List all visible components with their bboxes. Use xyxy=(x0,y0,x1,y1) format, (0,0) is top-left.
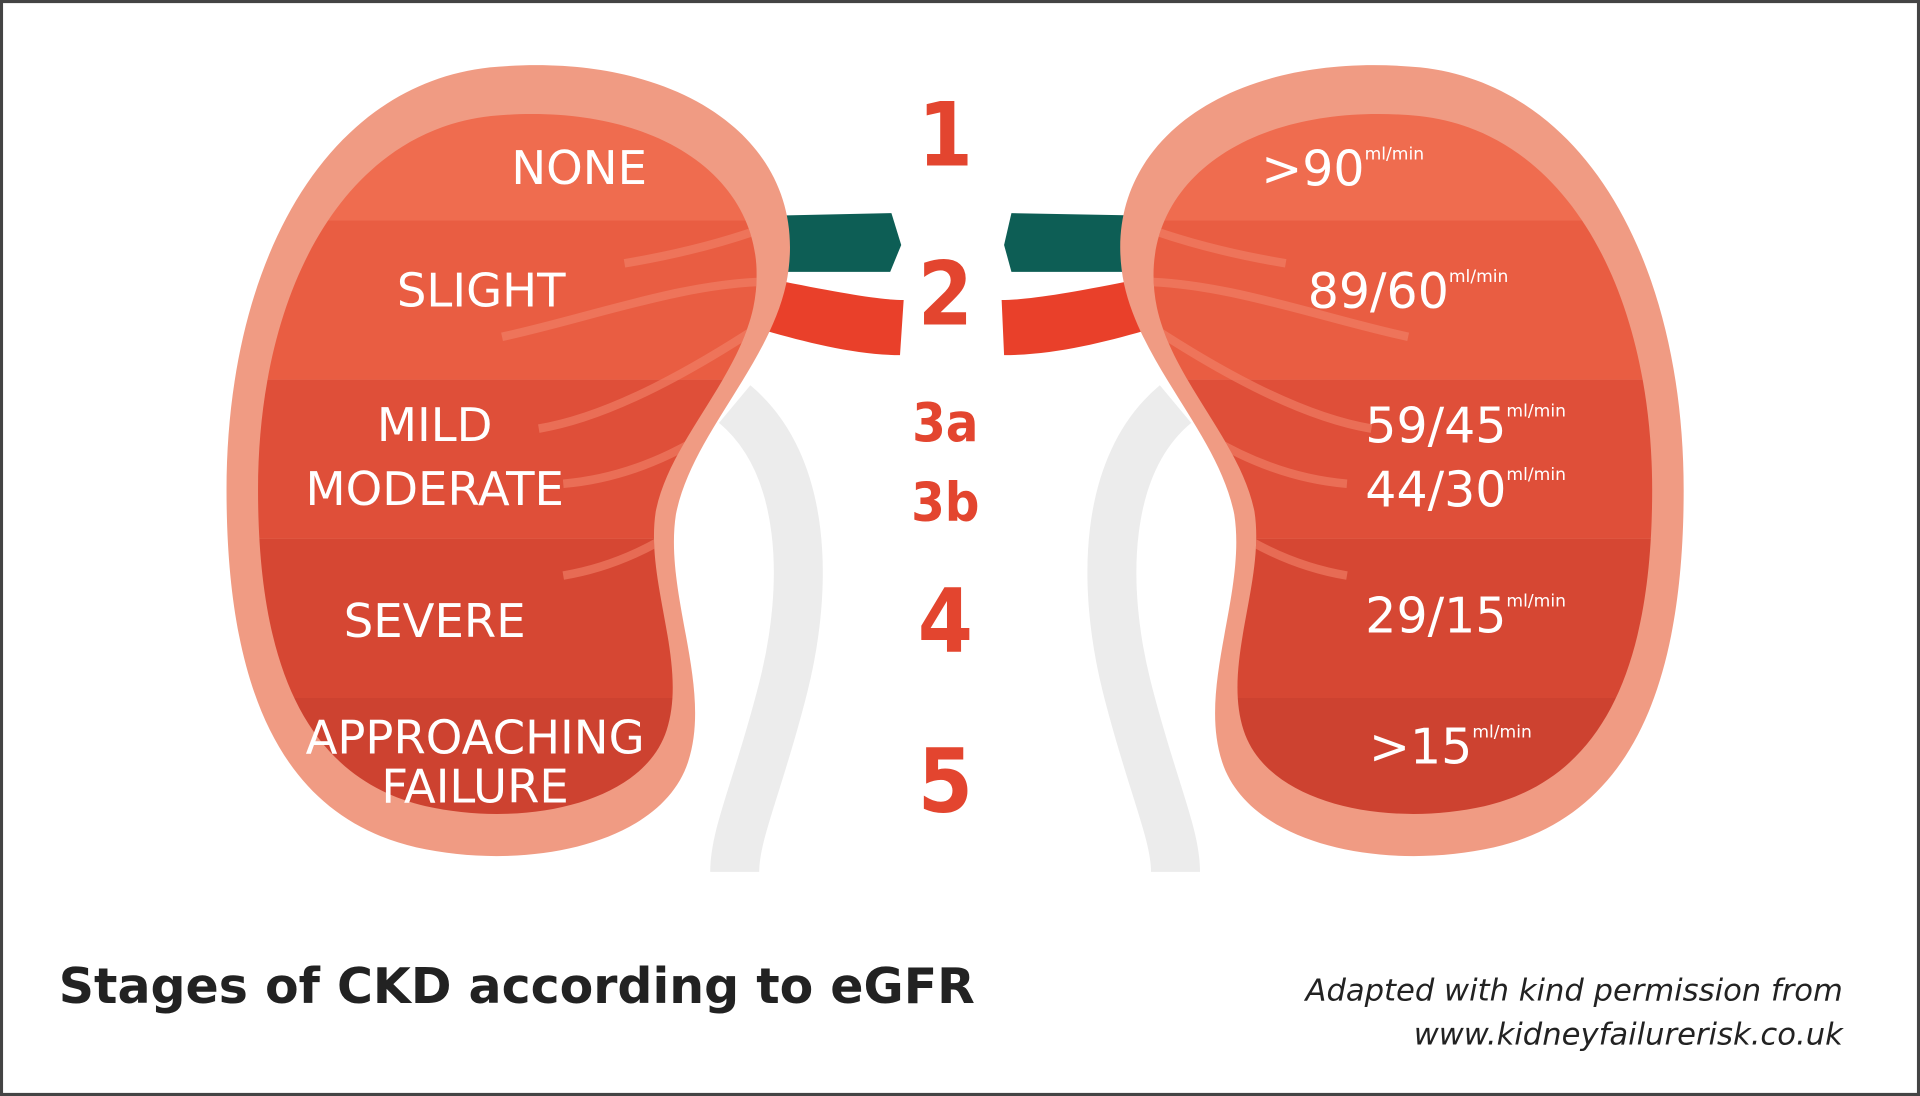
egfr-number: 89/60 xyxy=(1308,262,1449,319)
egfr-value: 89/60ml/min xyxy=(1308,262,1509,319)
egfr-number: 44/30 xyxy=(1365,461,1506,518)
stage-label: SEVERE xyxy=(344,594,526,648)
egfr-value: 29/15ml/min xyxy=(1365,587,1566,644)
egfr-unit: ml/min xyxy=(1449,267,1509,287)
credit-line: Adapted with kind permission from xyxy=(1304,973,1843,1008)
vessels xyxy=(765,213,1145,356)
stage-number: 1 xyxy=(918,83,973,186)
stage-label: SLIGHT xyxy=(397,263,566,317)
egfr-unit: ml/min xyxy=(1506,591,1566,611)
egfr-value: 44/30ml/min xyxy=(1365,461,1566,518)
stage-label: MODERATE xyxy=(305,462,563,516)
stage-label: FAILURE xyxy=(381,759,568,813)
stage-label: MILD xyxy=(377,398,493,452)
egfr-number: >90 xyxy=(1261,140,1364,197)
stage-number: 5 xyxy=(918,730,973,833)
egfr-unit: ml/min xyxy=(1472,722,1532,742)
stage-label: APPROACHING xyxy=(306,710,645,764)
egfr-number: >15 xyxy=(1369,718,1472,775)
stage-number: 2 xyxy=(918,242,973,345)
egfr-value: >15ml/min xyxy=(1369,718,1532,775)
ureters xyxy=(710,385,1200,873)
egfr-unit: ml/min xyxy=(1365,144,1425,164)
egfr-number: 59/45 xyxy=(1365,397,1506,454)
egfr-value: >90ml/min xyxy=(1261,140,1424,197)
egfr-unit: ml/min xyxy=(1506,401,1566,421)
stage-number: 3a xyxy=(912,391,978,454)
stage-number: 3b xyxy=(911,470,979,533)
egfr-value: 59/45ml/min xyxy=(1365,397,1566,454)
title: Stages of CKD according to eGFR xyxy=(59,958,975,1015)
egfr-unit: ml/min xyxy=(1506,465,1566,485)
egfr-number: 29/15 xyxy=(1365,587,1506,644)
credit-url: www.kidneyfailurerisk.co.uk xyxy=(1414,1017,1844,1052)
stage-label: NONE xyxy=(511,141,647,195)
stage-number: 4 xyxy=(918,569,973,672)
